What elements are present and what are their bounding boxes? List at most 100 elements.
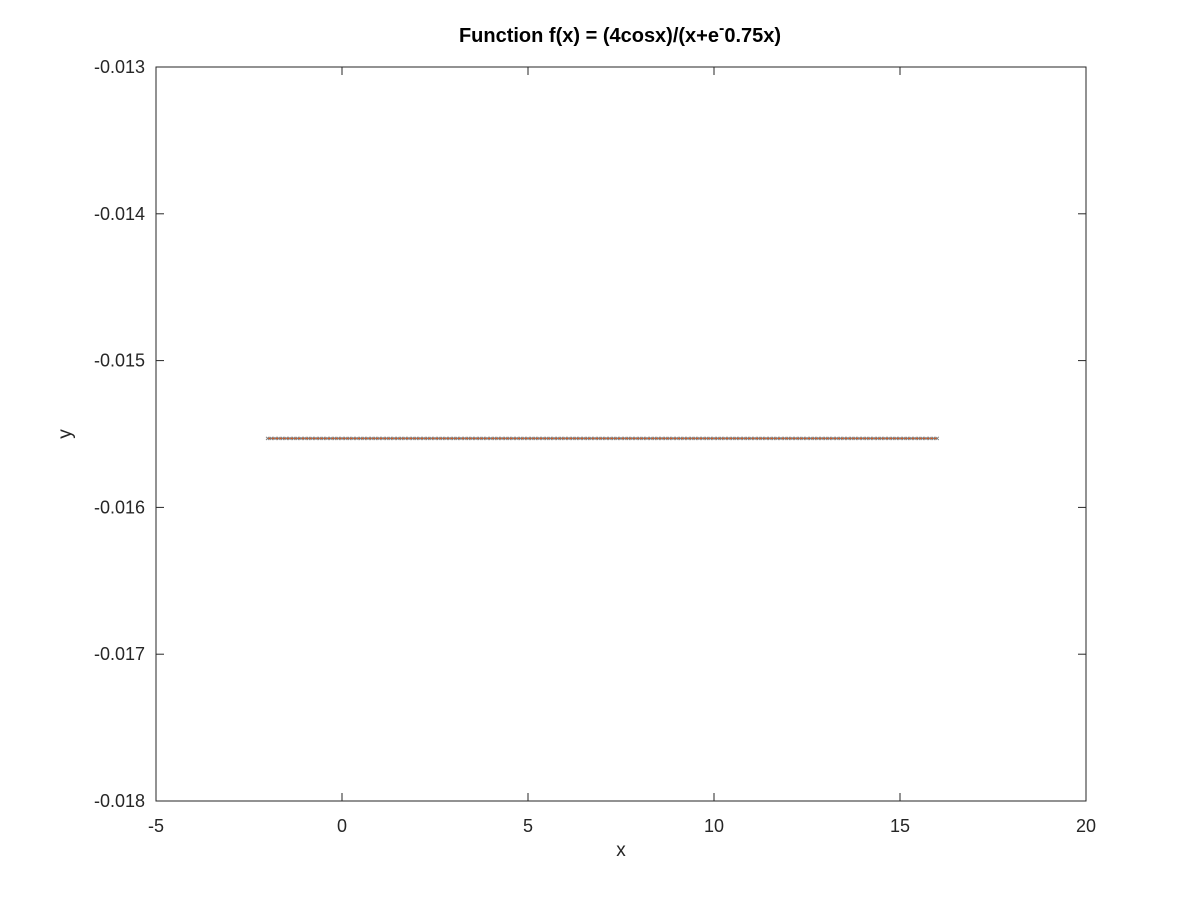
series-point-marker: [433, 436, 437, 441]
series-point-marker: [846, 436, 850, 441]
x-tick-label: -5: [148, 816, 164, 836]
series-point-marker: [436, 436, 441, 441]
series-point-marker: [730, 436, 735, 441]
series-point-marker: [537, 436, 542, 441]
series-point-marker: [265, 436, 270, 441]
series-point-marker: [726, 436, 731, 441]
series-point-marker: [697, 436, 702, 441]
series-point-marker: [689, 436, 694, 441]
series-point-marker: [886, 436, 891, 441]
series-point-marker: [392, 436, 396, 441]
series-point-marker: [306, 436, 311, 441]
series-point-marker: [600, 436, 605, 441]
series-point-marker: [555, 436, 560, 441]
x-tick-label: 10: [704, 816, 724, 836]
series-point-marker: [816, 436, 821, 441]
series-point-marker: [619, 436, 623, 441]
series-point-marker: [868, 436, 873, 441]
series-point-marker: [451, 436, 456, 441]
series-point-marker: [715, 436, 720, 441]
series-point-marker: [596, 436, 601, 441]
series-point-marker: [924, 436, 928, 441]
series-point-marker: [764, 436, 768, 441]
series-point-marker: [354, 436, 359, 441]
y-tick-label: -0.013: [94, 57, 145, 77]
series-point-marker: [771, 436, 776, 441]
series-point-marker: [823, 436, 828, 441]
series-point-marker: [682, 436, 687, 441]
series-point-marker: [447, 436, 452, 441]
series-point-marker: [574, 436, 579, 441]
series-point-marker: [935, 436, 940, 441]
series-point-marker: [589, 436, 594, 441]
series-point-marker: [708, 436, 713, 441]
series-point-marker: [488, 436, 493, 441]
series-point-marker: [295, 436, 300, 441]
series-point-marker: [637, 436, 642, 441]
x-axis-ticks: -5 0 5 10 15 20: [148, 67, 1096, 836]
series-point-marker: [418, 436, 423, 441]
series-point-marker: [693, 436, 698, 441]
series-point-marker: [875, 436, 880, 441]
series-point-marker: [317, 436, 322, 441]
series-point-marker: [533, 436, 538, 441]
series-point-marker: [678, 436, 683, 441]
series-point-marker: [719, 436, 724, 441]
series-point-marker: [633, 436, 638, 441]
series-point-marker: [425, 436, 430, 441]
series-point-marker: [805, 436, 809, 441]
series-point-marker: [559, 436, 564, 441]
series-point-marker: [548, 436, 553, 441]
series-point-marker: [388, 436, 393, 441]
series-point-marker: [901, 436, 906, 441]
series-point-marker: [321, 436, 326, 441]
series-point-marker: [302, 436, 307, 441]
plot-area-frame: [155, 66, 1087, 802]
series-point-marker: [819, 436, 824, 441]
series-point-marker: [395, 436, 400, 441]
series-point-marker: [414, 436, 419, 441]
series-point-marker: [518, 436, 523, 441]
series-point-marker: [477, 436, 482, 441]
x-axis-label: x: [616, 840, 626, 861]
series-point-marker: [793, 436, 798, 441]
series-point-marker: [749, 436, 754, 441]
series-point-marker: [507, 436, 512, 441]
series-point-marker: [857, 436, 861, 441]
series-point-marker: [905, 436, 910, 441]
series-point-marker: [760, 436, 765, 441]
series-point-marker: [351, 436, 356, 441]
series-point-marker: [540, 436, 545, 441]
series-point-marker: [593, 436, 597, 441]
series-point-marker: [269, 436, 274, 441]
series-point-marker: [455, 436, 460, 441]
series-point-marker: [325, 436, 330, 441]
series-point-marker: [864, 436, 869, 441]
series-point-marker: [481, 436, 486, 441]
series-point-marker: [462, 436, 467, 441]
series-point-marker: [328, 436, 333, 441]
series-point-marker: [459, 436, 463, 441]
series-point-marker: [909, 436, 914, 441]
series-point-marker: [496, 436, 501, 441]
series-point-marker: [860, 436, 865, 441]
series-point-marker: [663, 436, 668, 441]
y-tick-label: -0.018: [94, 791, 145, 811]
series-point-marker: [611, 436, 616, 441]
series-point-marker: [604, 436, 609, 441]
series-point-marker: [723, 436, 728, 441]
series-point-marker: [879, 436, 884, 441]
y-tick-label: -0.017: [94, 644, 145, 664]
series-point-marker: [563, 436, 568, 441]
series-point-marker: [369, 436, 374, 441]
chart-title-main: Function f(x) = (4cosx)/(x+e: [459, 25, 719, 47]
y-axis-ticks: -0.018 -0.017 -0.016 -0.015 -0.014 -0.013: [94, 57, 1086, 811]
series-point-marker: [373, 436, 378, 441]
series-point-marker: [514, 436, 519, 441]
series-point-marker: [912, 436, 917, 441]
series-point-marker: [343, 436, 348, 441]
y-tick-label: -0.016: [94, 497, 145, 517]
